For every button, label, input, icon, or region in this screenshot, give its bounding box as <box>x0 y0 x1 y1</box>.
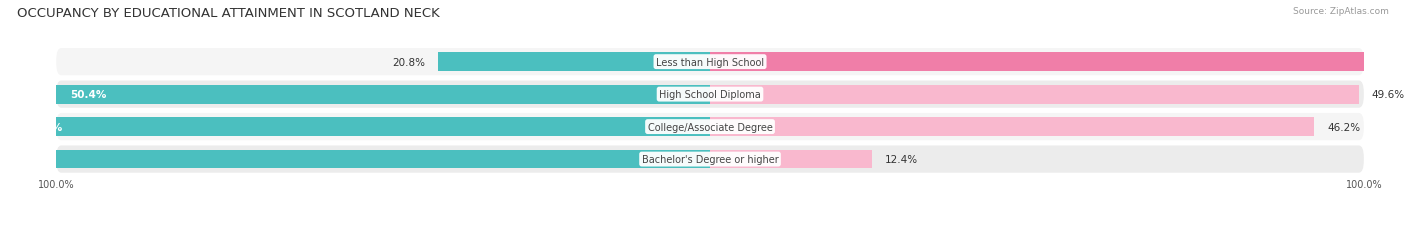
Legend: Owner-occupied, Renter-occupied: Owner-occupied, Renter-occupied <box>599 227 821 231</box>
FancyBboxPatch shape <box>56 146 1364 173</box>
Text: 20.8%: 20.8% <box>392 57 425 67</box>
Bar <box>710 53 1406 72</box>
FancyBboxPatch shape <box>56 49 1364 76</box>
Text: 53.8%: 53.8% <box>27 122 62 132</box>
Text: 49.6%: 49.6% <box>1372 90 1405 100</box>
Bar <box>710 150 872 169</box>
Bar <box>0 150 710 169</box>
Bar <box>7 118 710 137</box>
Text: High School Diploma: High School Diploma <box>659 90 761 100</box>
Text: Source: ZipAtlas.com: Source: ZipAtlas.com <box>1294 7 1389 16</box>
Bar <box>51 85 710 104</box>
Bar <box>439 53 710 72</box>
FancyBboxPatch shape <box>56 81 1364 108</box>
Text: OCCUPANCY BY EDUCATIONAL ATTAINMENT IN SCOTLAND NECK: OCCUPANCY BY EDUCATIONAL ATTAINMENT IN S… <box>17 7 440 20</box>
Text: 46.2%: 46.2% <box>1327 122 1361 132</box>
FancyBboxPatch shape <box>56 113 1364 141</box>
Bar <box>710 85 1358 104</box>
Text: 50.4%: 50.4% <box>70 90 107 100</box>
Bar <box>710 118 1315 137</box>
Text: Less than High School: Less than High School <box>657 57 763 67</box>
Text: Bachelor's Degree or higher: Bachelor's Degree or higher <box>641 154 779 164</box>
Text: 12.4%: 12.4% <box>886 154 918 164</box>
Text: College/Associate Degree: College/Associate Degree <box>648 122 772 132</box>
